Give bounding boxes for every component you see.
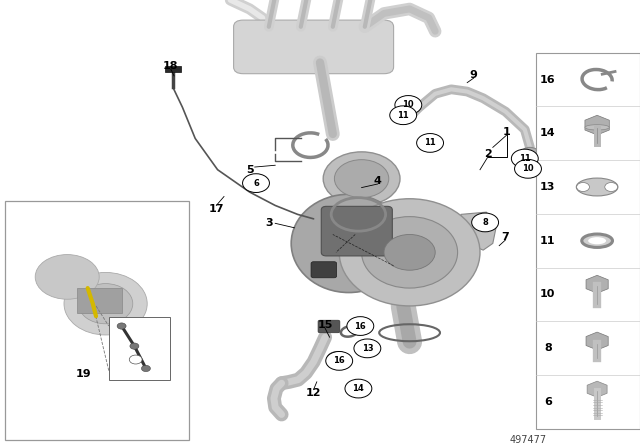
Circle shape xyxy=(511,149,538,168)
Ellipse shape xyxy=(334,159,388,198)
Circle shape xyxy=(515,159,541,178)
Text: 1: 1 xyxy=(503,127,511,137)
Circle shape xyxy=(141,365,150,371)
Circle shape xyxy=(117,323,126,329)
Circle shape xyxy=(347,317,374,336)
Circle shape xyxy=(472,213,499,232)
Text: 10: 10 xyxy=(540,289,556,299)
Ellipse shape xyxy=(64,272,147,335)
Ellipse shape xyxy=(291,194,406,293)
Ellipse shape xyxy=(384,234,435,270)
Circle shape xyxy=(326,352,353,370)
Text: 11: 11 xyxy=(397,111,409,120)
Text: 17: 17 xyxy=(209,204,224,214)
Polygon shape xyxy=(461,212,496,250)
Text: 18: 18 xyxy=(163,61,179,71)
Text: 4: 4 xyxy=(374,176,381,186)
Ellipse shape xyxy=(588,237,606,244)
Ellipse shape xyxy=(35,254,99,299)
Text: 8: 8 xyxy=(544,343,552,353)
Text: 11: 11 xyxy=(424,138,436,147)
Text: 16: 16 xyxy=(540,74,556,85)
Text: 2: 2 xyxy=(484,149,492,159)
Text: 13: 13 xyxy=(362,344,373,353)
FancyBboxPatch shape xyxy=(321,207,392,256)
Text: 497477: 497477 xyxy=(509,435,547,445)
Text: 5: 5 xyxy=(246,165,253,175)
Ellipse shape xyxy=(585,125,609,130)
Text: 16: 16 xyxy=(355,322,366,331)
Circle shape xyxy=(577,182,589,191)
Text: 15: 15 xyxy=(317,320,333,330)
Bar xyxy=(536,53,640,429)
Text: 8: 8 xyxy=(483,218,488,227)
Ellipse shape xyxy=(520,147,540,161)
Circle shape xyxy=(129,355,142,364)
Text: 13: 13 xyxy=(540,182,556,192)
Text: 7: 7 xyxy=(502,232,509,242)
Circle shape xyxy=(345,379,372,398)
Text: 11: 11 xyxy=(519,154,531,163)
Ellipse shape xyxy=(582,234,612,247)
Text: 14: 14 xyxy=(353,384,364,393)
Circle shape xyxy=(354,339,381,358)
Text: 6: 6 xyxy=(544,397,552,407)
Text: 14: 14 xyxy=(540,128,556,138)
Ellipse shape xyxy=(339,199,480,306)
Ellipse shape xyxy=(323,152,400,206)
Text: 6: 6 xyxy=(253,179,259,188)
Ellipse shape xyxy=(78,284,133,324)
Ellipse shape xyxy=(362,217,458,288)
Bar xyxy=(5,201,189,440)
Text: 9: 9 xyxy=(470,70,477,80)
Text: 19: 19 xyxy=(76,369,91,379)
Ellipse shape xyxy=(577,178,618,196)
Text: 10: 10 xyxy=(403,100,414,109)
Bar xyxy=(77,288,122,313)
Circle shape xyxy=(130,343,139,349)
FancyBboxPatch shape xyxy=(234,20,394,73)
Bar xyxy=(109,317,170,379)
Text: 16: 16 xyxy=(333,356,345,366)
Text: 3: 3 xyxy=(265,218,273,228)
Circle shape xyxy=(395,95,422,114)
FancyBboxPatch shape xyxy=(318,320,340,333)
FancyBboxPatch shape xyxy=(311,262,337,278)
Bar xyxy=(165,66,181,72)
Text: 11: 11 xyxy=(540,236,556,246)
Circle shape xyxy=(605,182,618,191)
Text: 10: 10 xyxy=(522,164,534,173)
Circle shape xyxy=(390,106,417,125)
Circle shape xyxy=(243,174,269,193)
Text: 12: 12 xyxy=(306,388,321,398)
Circle shape xyxy=(417,134,444,152)
